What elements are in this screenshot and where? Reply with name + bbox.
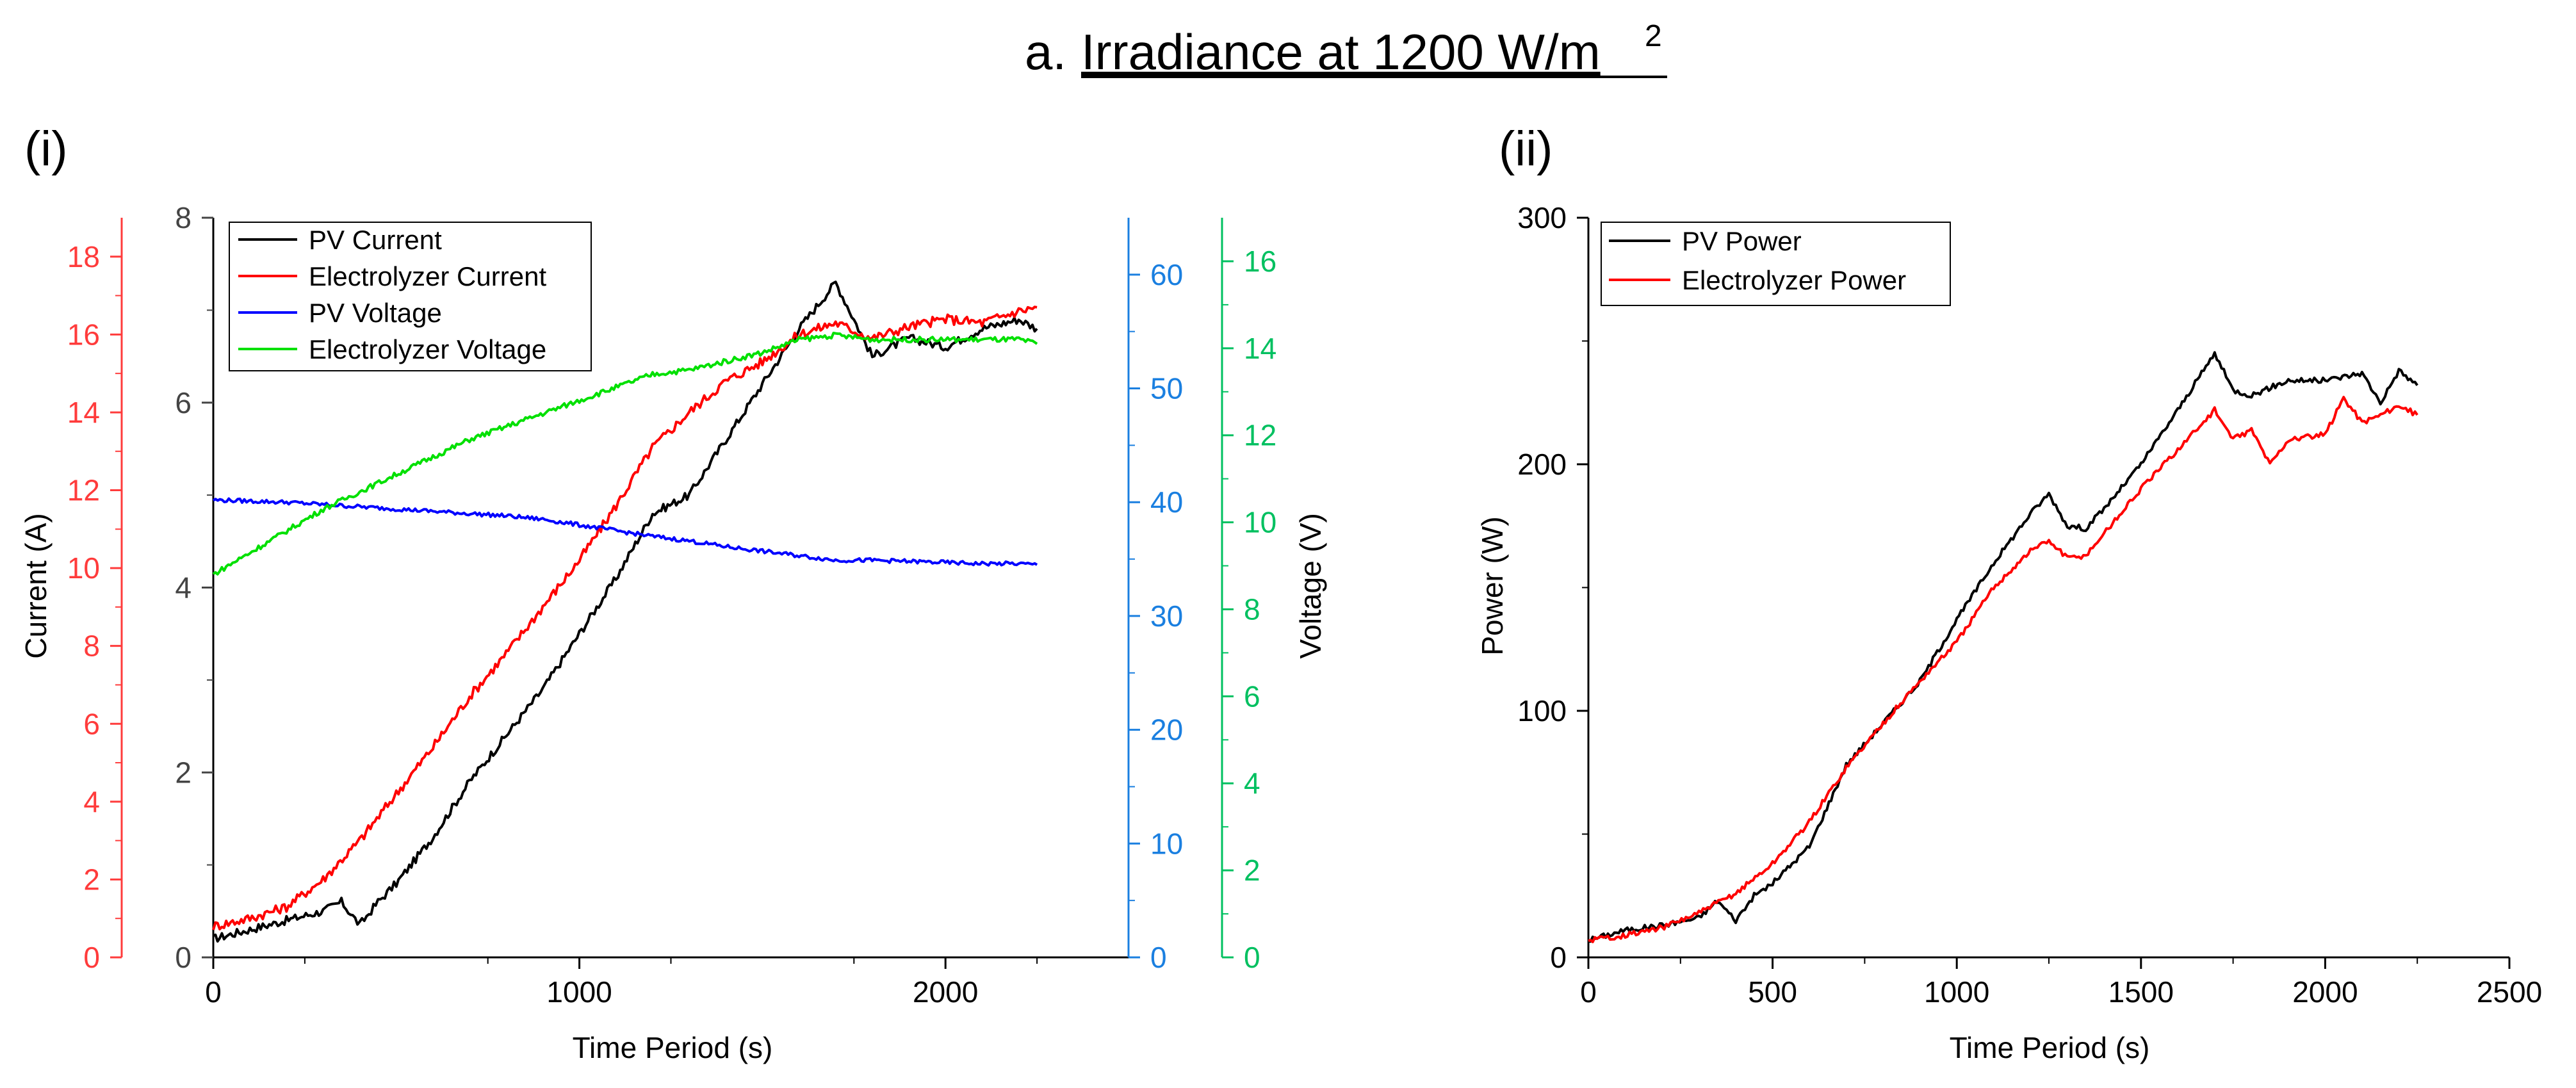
y-tick-label: 0: [1150, 941, 1167, 974]
figure-title: a. Irradiance at 1200 W/m 2: [1025, 19, 1667, 80]
x-tick-label: 1000: [546, 975, 612, 1009]
y-ticks: 0 100 200 300: [1517, 201, 1588, 974]
x-tick-label: 0: [205, 975, 222, 1009]
y-tick-label: 10: [1150, 827, 1183, 860]
x-ticks: 0 500 1000 1500 2000 2500: [1580, 957, 2542, 1009]
series-line-2: [212, 497, 1038, 567]
y-tick-label: 0: [1244, 941, 1260, 974]
y-tick-label: 4: [83, 785, 100, 818]
left-outer-ticks: 0 2 4 6 8 10 12 14 16 18: [67, 240, 122, 974]
figure-title-main: Irradiance at 1200 W/m: [1081, 24, 1601, 80]
x-ticks: 0 1000 2000: [205, 957, 1038, 1009]
series-line-0: [213, 280, 1038, 943]
y-tick-label: 10: [1244, 506, 1276, 539]
right-blue-ticks: 0 10 20 30 40 50 60: [1129, 258, 1183, 974]
series-line-1: [1588, 396, 2418, 943]
y-tick-label: 6: [1244, 679, 1260, 713]
series-lines: [212, 280, 1038, 943]
y-tick-label: 0: [83, 941, 100, 974]
y-tick-label: 6: [83, 707, 100, 740]
legend-label: PV Current: [309, 225, 442, 255]
x-tick-label: 0: [1580, 975, 1597, 1009]
series-lines: [1588, 351, 2418, 943]
y-tick-label: 16: [1244, 245, 1276, 278]
series-line-3: [212, 332, 1038, 576]
y-tick-label: 12: [67, 474, 100, 507]
y-tick-label: 14: [67, 396, 100, 429]
figure-title-prefix: a.: [1025, 24, 1066, 80]
y-tick-label: 8: [175, 201, 192, 234]
x-axis-label: Time Period (s): [573, 1031, 773, 1064]
panel-label-i: (i): [24, 122, 68, 176]
y-tick-label: 100: [1517, 694, 1567, 727]
legend-box: [1601, 222, 1951, 306]
y-tick-label: 10: [67, 551, 100, 585]
y-axis-label: Current (A): [19, 513, 53, 658]
legend-label: Electrolyzer Power: [1682, 265, 1906, 295]
y-tick-label: 6: [175, 386, 192, 419]
right-axis-label: Voltage (V): [1294, 513, 1327, 659]
y-tick-label: 300: [1517, 201, 1567, 234]
x-tick-label: 500: [1748, 975, 1797, 1009]
y-tick-label: 60: [1150, 258, 1183, 291]
y-tick-label: 0: [175, 941, 192, 974]
y-tick-label: 4: [175, 571, 192, 605]
legend: PV Power Electrolyzer Power: [1601, 222, 1951, 306]
y-tick-label: 50: [1150, 372, 1183, 405]
series-line-1: [212, 305, 1038, 930]
legend: PV Current Electrolyzer Current PV Volta…: [229, 222, 592, 371]
y-tick-label: 12: [1244, 419, 1276, 452]
legend-label: Electrolyzer Voltage: [309, 334, 546, 364]
legend-label: PV Voltage: [309, 298, 442, 328]
panel-label-ii: (ii): [1499, 122, 1553, 176]
x-tick-label: 2000: [2292, 975, 2358, 1009]
x-tick-label: 1000: [1924, 975, 1989, 1009]
x-tick-label: 1500: [2108, 975, 2174, 1009]
y-tick-label: 14: [1244, 332, 1276, 365]
y-tick-label: 30: [1150, 599, 1183, 633]
legend-box: [229, 222, 592, 371]
y-tick-label: 18: [67, 240, 100, 273]
y-tick-label: 20: [1150, 713, 1183, 747]
y-tick-label: 0: [1550, 941, 1567, 974]
y-tick-label: 8: [83, 629, 100, 663]
y-tick-label: 16: [67, 318, 100, 351]
x-tick-label: 2000: [913, 975, 978, 1009]
series-line-0: [1588, 351, 2418, 943]
x-tick-label: 2500: [2477, 975, 2542, 1009]
y-tick-label: 40: [1150, 485, 1183, 519]
y-tick-label: 200: [1517, 448, 1567, 481]
legend-label: PV Power: [1682, 226, 1802, 256]
y-axis-label: Power (W): [1476, 516, 1509, 655]
y-tick-label: 2: [175, 756, 192, 789]
right-green-ticks: 0 2 4 6 8 10 12 14 16: [1222, 245, 1276, 974]
x-axis-label: Time Period (s): [1950, 1031, 2150, 1064]
figure-title-superscript: 2: [1645, 19, 1662, 53]
y-tick-label: 2: [83, 863, 100, 896]
left-inner-ticks: 0 2 4 6 8: [175, 201, 213, 974]
y-tick-label: 8: [1244, 592, 1260, 626]
y-tick-label: 2: [1244, 854, 1260, 887]
y-tick-label: 4: [1244, 767, 1260, 800]
chart-panel-ii: 0 500 1000 1500 2000 2500 0 100 200 300 Power (W…: [1476, 201, 2542, 1064]
legend-label: Electrolyzer Current: [309, 261, 546, 291]
